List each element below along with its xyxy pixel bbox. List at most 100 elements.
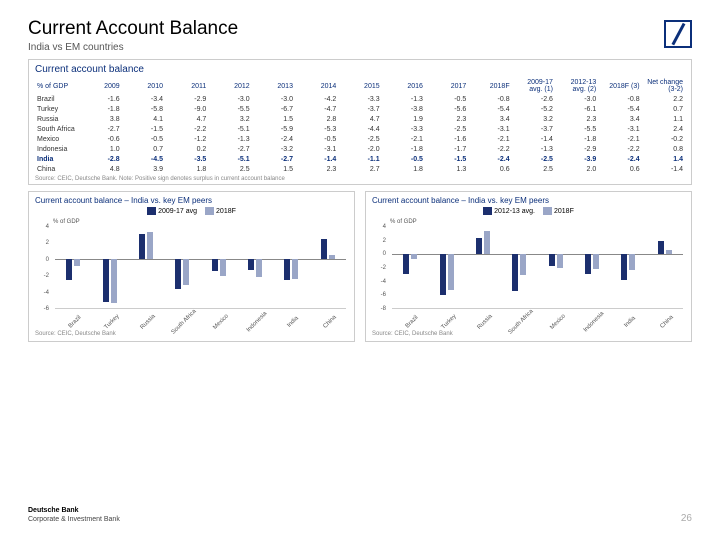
table-cell: -3.1	[295, 144, 338, 154]
bar	[220, 259, 226, 276]
chart-left-title: Current account balance – India vs. key …	[35, 196, 348, 205]
chart-left-legend: 2009-17 avg2018F	[35, 207, 348, 217]
table-row: South Africa-2.7-1.5-2.2-5.1-5.9-5.3-4.4…	[35, 124, 685, 134]
table-cell: 2.4	[642, 124, 685, 134]
table-cell: -3.0	[208, 94, 251, 104]
y-tick: 0	[35, 257, 49, 263]
page-number: 26	[681, 513, 692, 524]
bar-group: China	[647, 227, 683, 308]
y-tick: 4	[35, 224, 49, 230]
table-cell: -2.9	[165, 94, 208, 104]
table-cell: -1.8	[78, 104, 121, 114]
table-cell: 2.7	[338, 164, 381, 174]
db-logo	[664, 20, 692, 48]
table-cell: -1.5	[122, 124, 165, 134]
table-cell: -0.5	[425, 94, 468, 104]
bar-group: India	[610, 227, 646, 308]
table-cell: 1.5	[252, 114, 295, 124]
table-cell: 0.2	[165, 144, 208, 154]
table-cell: 4.1	[122, 114, 165, 124]
table-cell: 1.4	[642, 154, 685, 164]
page-title: Current Account Balance	[28, 18, 692, 40]
table-cell: -3.1	[598, 124, 641, 134]
bar	[512, 254, 518, 291]
table-cell: -5.9	[252, 124, 295, 134]
bar	[658, 241, 664, 255]
bar	[557, 254, 563, 268]
table-cell: -5.3	[295, 124, 338, 134]
bar-group: Turkey	[91, 227, 127, 308]
table-cell: Russia	[35, 114, 78, 124]
table-cell: -4.7	[295, 104, 338, 114]
y-tick: 2	[35, 240, 49, 246]
table-header-cell: 2009-17 avg. (1)	[512, 78, 555, 94]
bar	[585, 254, 591, 274]
table-cell: -1.5	[425, 154, 468, 164]
table-cell: -1.4	[642, 164, 685, 174]
legend-swatch	[483, 207, 492, 215]
bar	[139, 234, 145, 260]
bar	[248, 259, 254, 270]
bar-group: Turkey	[428, 227, 464, 308]
table-header-cell: 2018F	[468, 78, 511, 94]
table-cell: 1.8	[382, 164, 425, 174]
table-cell: 0.8	[642, 144, 685, 154]
footer-division: Corporate & Investment Bank	[28, 516, 120, 524]
table-header-cell: % of GDP	[35, 78, 78, 94]
table-row: Indonesia1.00.70.2-2.7-3.2-3.1-2.0-1.8-1…	[35, 144, 685, 154]
table-cell: -1.3	[512, 144, 555, 154]
table-cell: Turkey	[35, 104, 78, 114]
table-cell: 0.7	[642, 104, 685, 114]
table-row: Russia3.84.14.73.21.52.84.71.92.33.43.22…	[35, 114, 685, 124]
table-header-cell: 2016	[382, 78, 425, 94]
legend-swatch	[147, 207, 156, 215]
chart-plot: BrazilTurkeyRussiaSouth AfricaMexicoIndo…	[392, 227, 683, 309]
x-label: Turkey	[103, 314, 120, 331]
legend-item: 2009-17 avg	[147, 207, 197, 215]
table-header-cell: 2009	[78, 78, 121, 94]
legend-swatch	[205, 207, 214, 215]
table-row: Turkey-1.8-5.8-9.0-5.5-6.7-4.7-3.7-3.8-5…	[35, 104, 685, 114]
x-label: India	[287, 315, 300, 328]
table-cell: 1.3	[425, 164, 468, 174]
bar	[666, 250, 672, 254]
table-cell: -2.2	[468, 144, 511, 154]
bar	[448, 254, 454, 290]
table-cell: -2.6	[512, 94, 555, 104]
table-cell: -4.4	[338, 124, 381, 134]
bar	[256, 259, 262, 277]
table-cell: 2.8	[295, 114, 338, 124]
x-label: Brazil	[68, 315, 83, 330]
table-cell: -3.2	[252, 144, 295, 154]
table-cell: -3.9	[555, 154, 598, 164]
table-cell: -2.7	[78, 124, 121, 134]
table-cell: -5.4	[468, 104, 511, 114]
bar-group: Russia	[465, 227, 501, 308]
table-header-cell: 2012	[208, 78, 251, 94]
table-header-cell: 2012-13 avg. (2)	[555, 78, 598, 94]
table-cell: -2.5	[338, 134, 381, 144]
table-cell: -0.2	[642, 134, 685, 144]
bar-group: Mexico	[201, 227, 237, 308]
chart-right-title: Current account balance – India vs. key …	[372, 196, 685, 205]
footer: Deutsche Bank Corporate & Investment Ban…	[28, 507, 692, 524]
bars-container: BrazilTurkeyRussiaSouth AfricaMexicoIndo…	[55, 227, 346, 308]
table-cell: -1.8	[555, 134, 598, 144]
table-cell: -1.6	[425, 134, 468, 144]
table-cell: -6.7	[252, 104, 295, 114]
table-header-cell: Net change (3-2)	[642, 78, 685, 94]
bar	[74, 259, 80, 265]
bar	[621, 254, 627, 280]
bar	[411, 254, 417, 259]
table-panel: Current account balance % of GDP20092010…	[28, 59, 692, 185]
table-cell: 3.9	[122, 164, 165, 174]
x-label: China	[322, 314, 337, 329]
table-cell: -5.5	[555, 124, 598, 134]
table-cell: -2.1	[598, 134, 641, 144]
table-cell: -3.7	[338, 104, 381, 114]
table-cell: -2.5	[425, 124, 468, 134]
bar-group: South Africa	[501, 227, 537, 308]
bar-group: China	[310, 227, 346, 308]
bar	[329, 255, 335, 260]
table-cell: 0.7	[122, 144, 165, 154]
